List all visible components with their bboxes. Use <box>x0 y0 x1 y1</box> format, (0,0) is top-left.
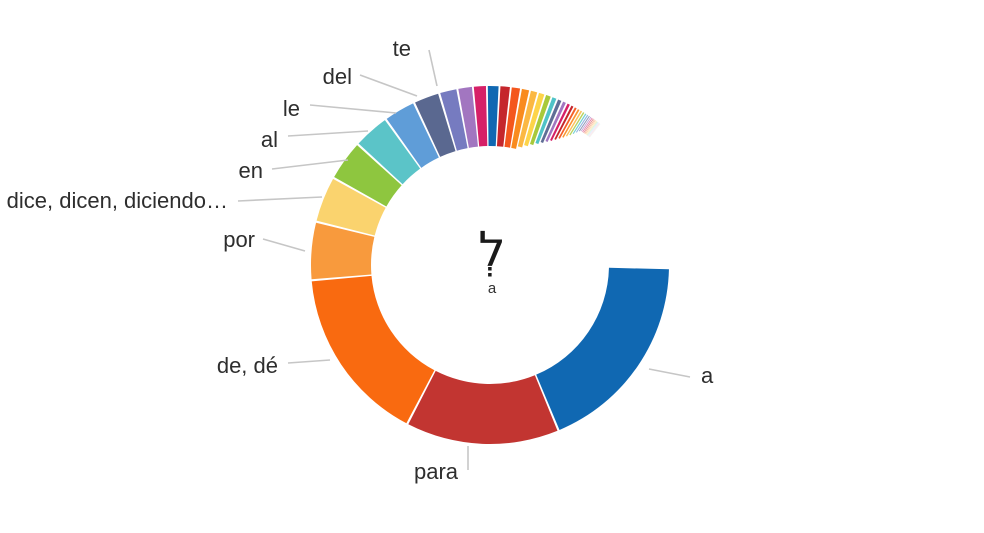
donut-slices-layer <box>310 89 669 445</box>
label-en: en <box>239 158 263 183</box>
tail-slice-18[interactable] <box>572 113 587 135</box>
label-al: al <box>261 127 278 152</box>
label-dice: dice, dicen, diciendo… <box>7 188 228 213</box>
leader-line-en <box>271 159 349 170</box>
leader-line-por <box>262 238 306 252</box>
label-a: a <box>701 363 714 388</box>
leader-line-te <box>428 49 438 87</box>
slice-para[interactable] <box>408 370 558 445</box>
center-hebrew-word: לְ <box>478 222 505 278</box>
tail-slice-4[interactable] <box>504 87 521 148</box>
tail-slice-22[interactable] <box>582 117 593 133</box>
tail-slice-1[interactable] <box>473 86 488 147</box>
donut-tail-slices-layer <box>458 85 601 149</box>
leader-line-al <box>287 130 369 137</box>
tail-slice-21[interactable] <box>580 116 592 132</box>
slice-del[interactable] <box>415 93 456 157</box>
tail-slice-6[interactable] <box>517 90 538 148</box>
tail-slice-32[interactable] <box>589 123 600 138</box>
tail-slice-33[interactable] <box>589 123 601 138</box>
slice-por[interactable] <box>310 222 375 280</box>
label-le: le <box>283 96 300 121</box>
tail-slice-3[interactable] <box>496 86 510 147</box>
slice-dice[interactable] <box>316 178 386 236</box>
slice-en[interactable] <box>334 145 402 207</box>
tail-slice-23[interactable] <box>583 118 594 133</box>
tail-slice-10[interactable] <box>540 99 562 144</box>
slice-al[interactable] <box>358 120 421 185</box>
label-del: del <box>323 64 352 89</box>
tail-slice-5[interactable] <box>511 88 530 149</box>
tail-slice-11[interactable] <box>545 101 566 142</box>
tail-slice-31[interactable] <box>588 123 600 137</box>
tail-slice-25[interactable] <box>585 120 596 135</box>
label-por: por <box>223 227 255 252</box>
tail-slice-19[interactable] <box>575 114 589 133</box>
tail-slice-13[interactable] <box>554 105 574 140</box>
slice-te[interactable] <box>440 89 468 151</box>
leader-lines-layer <box>237 49 691 470</box>
tail-slice-12[interactable] <box>550 103 570 141</box>
slice-le[interactable] <box>386 103 439 168</box>
slice-de-de[interactable] <box>311 275 435 424</box>
tail-slice-20[interactable] <box>578 115 590 132</box>
tail-slice-16[interactable] <box>565 110 583 137</box>
tail-slice-14[interactable] <box>558 107 577 139</box>
tail-slice-29[interactable] <box>587 122 599 137</box>
tail-slice-17[interactable] <box>569 112 585 136</box>
tail-slice-2[interactable] <box>487 85 499 147</box>
tail-slice-15[interactable] <box>562 109 580 138</box>
label-te: te <box>393 36 411 61</box>
tail-slice-24[interactable] <box>584 119 595 134</box>
slice-a[interactable] <box>536 267 669 430</box>
label-de-de: de, dé <box>217 353 278 378</box>
tail-slice-30[interactable] <box>588 122 600 137</box>
tail-slice-7[interactable] <box>524 92 545 147</box>
label-para: para <box>414 459 459 484</box>
tail-slice-0[interactable] <box>458 86 478 148</box>
leader-line-del <box>359 74 418 97</box>
leader-line-a <box>648 368 691 378</box>
tail-slice-27[interactable] <box>586 121 598 136</box>
tail-slice-9[interactable] <box>535 97 557 145</box>
center-translation-label: a <box>488 280 497 297</box>
tail-slice-26[interactable] <box>586 120 597 135</box>
leader-line-de-de <box>287 359 331 364</box>
tail-slice-8[interactable] <box>529 95 551 146</box>
tail-slice-28[interactable] <box>587 121 598 136</box>
leader-line-dice <box>237 196 323 202</box>
leader-line-le <box>309 104 397 114</box>
